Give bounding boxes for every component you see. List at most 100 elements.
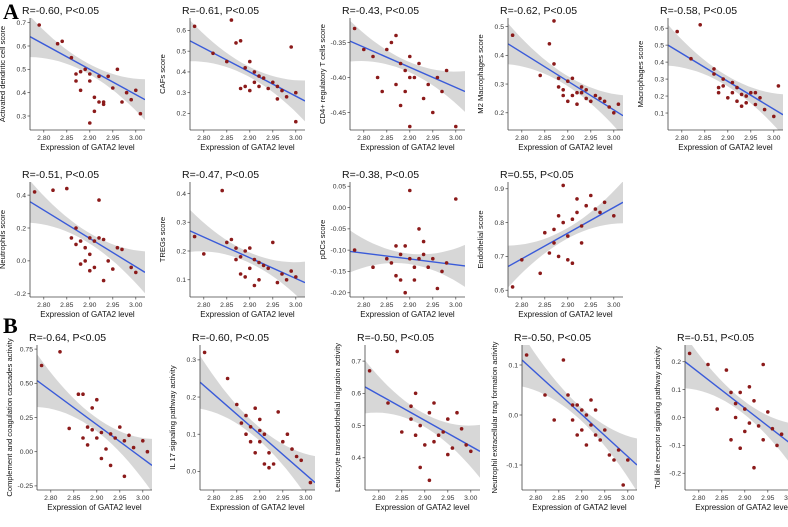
y-tick-label: 0.3	[495, 81, 505, 88]
data-point	[280, 88, 284, 93]
x-tick-label: 2.95	[106, 135, 119, 142]
data-point	[134, 88, 138, 93]
data-point	[510, 285, 515, 289]
data-point	[271, 462, 276, 466]
data-point	[258, 439, 262, 444]
data-point	[90, 406, 94, 410]
data-point	[120, 100, 124, 104]
data-point	[275, 97, 280, 101]
data-point	[299, 458, 304, 463]
x-tick-label: 2.85	[220, 135, 233, 142]
x-tick-label: 2.85	[698, 135, 711, 142]
data-point	[394, 33, 398, 38]
data-point	[69, 236, 74, 240]
y-axis-label: TREGs score	[158, 217, 167, 263]
y-tick-label: 0.25	[20, 415, 33, 422]
x-tick-label: 2.95	[744, 135, 757, 142]
data-point	[275, 280, 280, 285]
x-tick-label: 2.90	[418, 495, 431, 502]
data-point	[580, 428, 584, 432]
x-axis-label: Expression of GATA2 level	[40, 310, 135, 319]
x-tick-label: 3.00	[449, 302, 462, 309]
y-tick-label: 0.1	[655, 110, 665, 117]
data-point	[134, 270, 138, 275]
data-point	[752, 399, 756, 403]
x-tick-label: 2.90	[403, 302, 416, 309]
data-point	[570, 418, 575, 422]
data-point	[423, 443, 427, 447]
x-tick-label: 2.80	[515, 302, 528, 309]
y-tick-label: 0.0	[672, 415, 682, 422]
data-point	[99, 430, 104, 435]
data-point	[85, 443, 90, 447]
x-tick-label: 3.00	[299, 495, 312, 502]
data-point	[385, 256, 389, 261]
data-point	[92, 265, 97, 270]
data-point	[687, 351, 692, 356]
data-point	[78, 239, 83, 243]
y-tick-label: 0.5	[177, 48, 187, 55]
y-tick-label: 0.4	[352, 455, 362, 462]
data-point	[92, 95, 97, 100]
data-point	[538, 73, 542, 78]
data-point	[431, 110, 435, 115]
data-point	[248, 266, 252, 271]
y-tick-label: 0.7	[17, 20, 27, 27]
scatter-plot-14: 2.80 2.85 2.90 2.95 3.00 -0.2 -0.1 0.0 0.1 0.2 R=-…	[653, 332, 788, 512]
y-tick-label: 0.00	[333, 205, 346, 212]
x-tick-label: 3.00	[289, 135, 302, 142]
data-point	[446, 452, 450, 457]
x-axis-label: Expression of GATA2 level	[360, 310, 455, 319]
data-point	[257, 74, 261, 78]
data-point	[744, 94, 748, 98]
x-tick-label: 2.95	[113, 495, 126, 502]
x-tick-label: 3.00	[464, 495, 477, 502]
data-point	[721, 77, 725, 81]
data-point	[145, 449, 150, 454]
x-tick-label: 2.90	[575, 495, 588, 502]
data-point	[520, 258, 524, 262]
scatter-plot-10: 2.80 2.85 2.90 2.95 3.00 -0.25 0.00 0.25 0.50 0.7…	[5, 332, 152, 512]
data-point	[413, 391, 418, 396]
x-tick-label: 3.00	[607, 135, 620, 142]
data-point	[552, 19, 556, 23]
y-tick-label: -0.2	[669, 471, 681, 478]
data-point	[83, 259, 87, 263]
data-point	[616, 102, 621, 106]
data-point	[106, 74, 110, 79]
plot-title: R=-0.51, P<0.05	[22, 169, 99, 181]
data-point	[607, 105, 611, 109]
data-point	[69, 55, 74, 60]
data-point	[51, 188, 55, 192]
data-point	[97, 100, 101, 104]
x-tick-label: 2.85	[380, 135, 393, 142]
data-point	[252, 80, 257, 85]
data-point	[362, 47, 366, 52]
data-point	[285, 432, 290, 437]
x-axis-label: Expression of GATA2 level	[695, 503, 788, 512]
data-point	[122, 474, 127, 479]
data-point	[616, 448, 621, 452]
plot-title: R=-0.62, P<0.05	[500, 5, 577, 17]
data-point	[95, 397, 99, 402]
y-tick-label: 0.8	[495, 220, 505, 227]
data-point	[239, 421, 244, 425]
y-tick-label: 0.4	[177, 69, 187, 76]
data-point	[730, 90, 735, 95]
data-point	[243, 275, 247, 279]
data-point	[81, 392, 85, 397]
x-tick-label: 2.95	[426, 302, 439, 309]
x-tick-label: 2.80	[37, 302, 50, 309]
plot-title: R=0.55, P<0.05	[500, 169, 574, 181]
data-point	[454, 124, 458, 129]
data-point	[375, 75, 380, 80]
y-tick-label: 0.2	[177, 248, 187, 255]
x-tick-label: 2.80	[197, 135, 210, 142]
data-point	[427, 410, 432, 415]
y-axis-label: Toll like receptor signaling pathway act…	[653, 346, 662, 489]
data-point	[593, 207, 598, 211]
plot-title: R=-0.50, P<0.05	[514, 332, 591, 344]
y-axis-label: CAFs score	[158, 54, 167, 94]
y-tick-label: 0.5	[495, 24, 505, 31]
data-point	[689, 56, 693, 61]
